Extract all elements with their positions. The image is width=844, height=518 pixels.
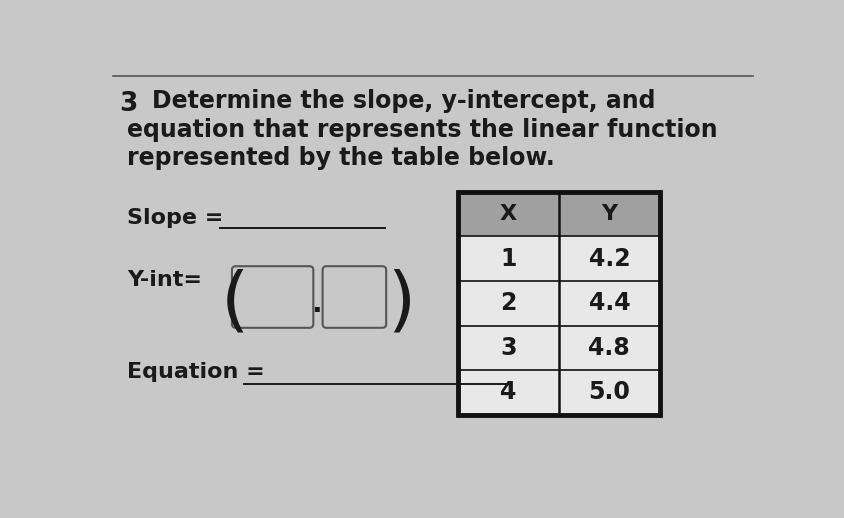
Text: 4.4: 4.4 [588, 291, 630, 315]
Text: equation that represents the linear function: equation that represents the linear func… [127, 118, 717, 141]
Text: 3: 3 [120, 91, 138, 118]
Text: 5.0: 5.0 [587, 381, 630, 405]
Text: 4.8: 4.8 [587, 336, 630, 360]
Bar [457, 192, 659, 415]
Text: X: X [500, 204, 517, 224]
Text: Equation =: Equation = [127, 363, 273, 382]
Text: 4: 4 [500, 381, 517, 405]
Text: (: ( [220, 268, 248, 338]
Text: 3: 3 [500, 336, 517, 360]
Bar [457, 325, 659, 370]
Bar [457, 192, 659, 236]
Text: Y: Y [601, 204, 617, 224]
FancyBboxPatch shape [231, 266, 313, 328]
Text: 4.2: 4.2 [588, 247, 630, 270]
Text: represented by the table below.: represented by the table below. [127, 146, 555, 170]
Bar [457, 236, 659, 281]
Text: .: . [311, 290, 322, 318]
Text: ): ) [387, 268, 414, 338]
Text: 2: 2 [500, 291, 517, 315]
Bar [457, 370, 659, 415]
Text: Y-int=: Y-int= [127, 270, 210, 290]
Text: Determine the slope, y-intercept, and: Determine the slope, y-intercept, and [152, 89, 655, 113]
Text: 1: 1 [500, 247, 517, 270]
Text: Slope =: Slope = [127, 208, 231, 228]
FancyBboxPatch shape [322, 266, 386, 328]
Bar [457, 281, 659, 325]
